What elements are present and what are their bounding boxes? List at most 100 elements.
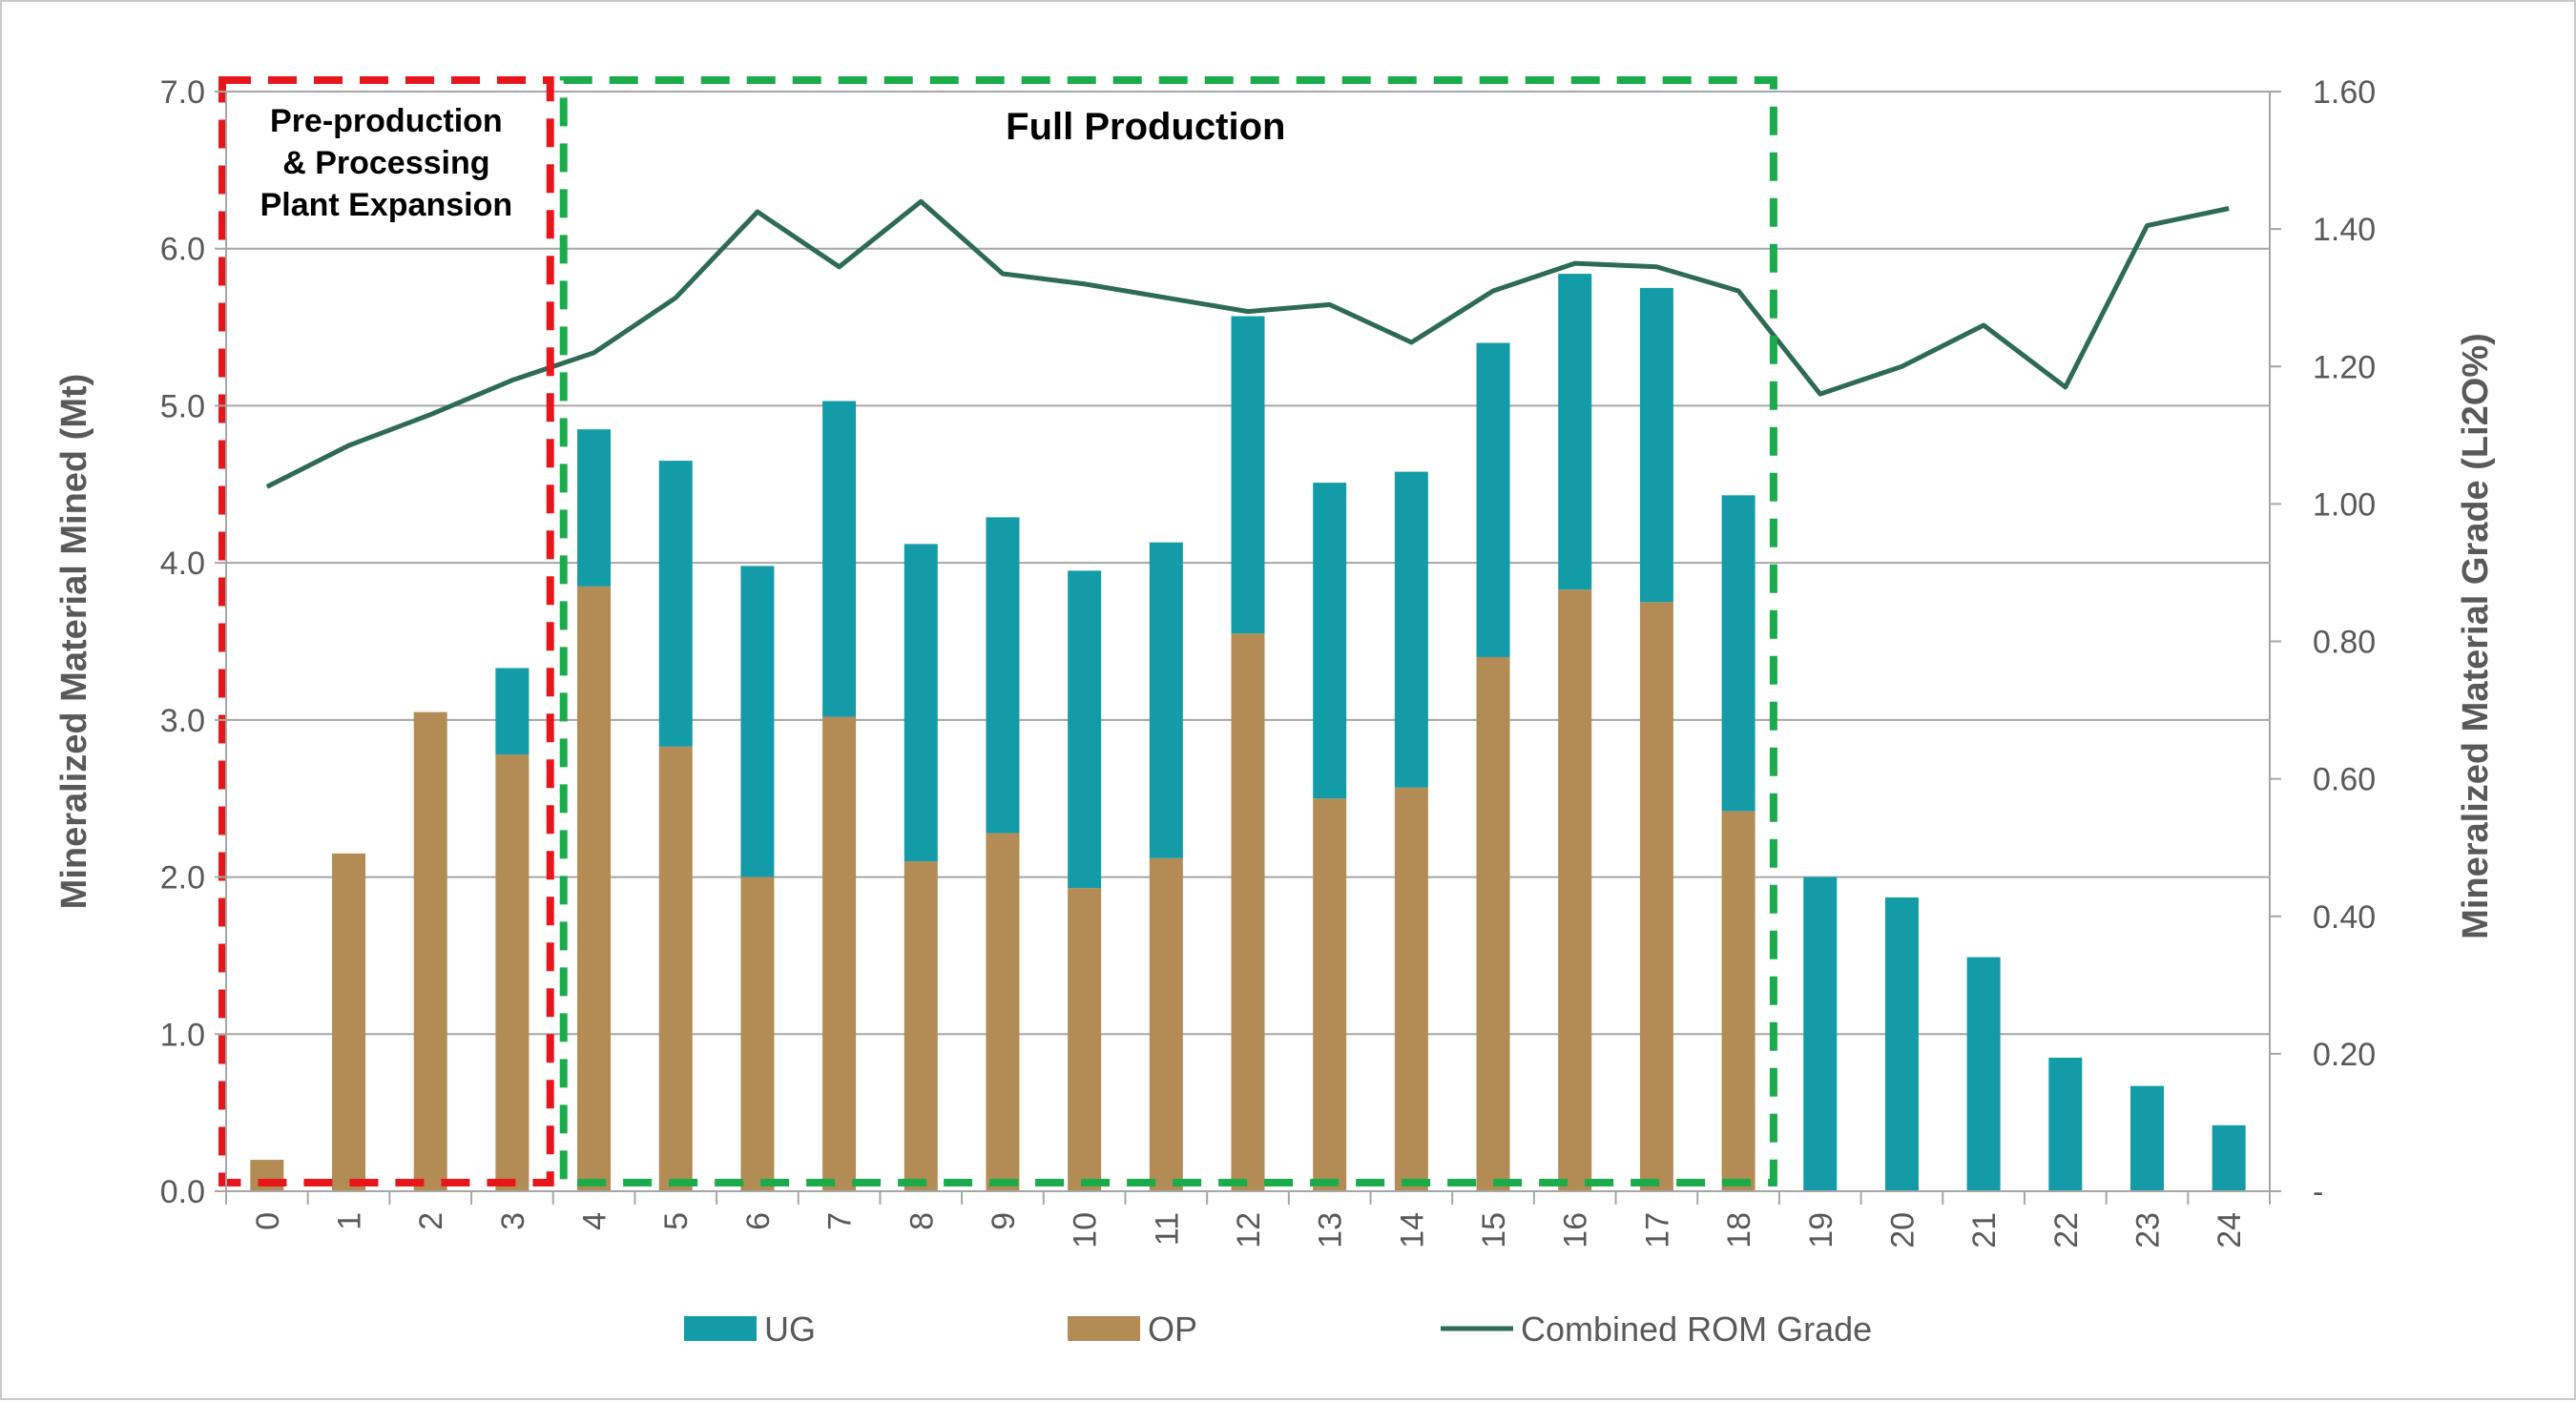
y-tick-label: 1.0: [160, 1017, 205, 1053]
bar-ug: [1884, 897, 1919, 1191]
pre-production-label: & Processing: [282, 145, 489, 181]
x-tick-label: 3: [495, 1212, 531, 1230]
bar-ug: [658, 461, 693, 747]
pre-production-label: Plant Expansion: [260, 187, 513, 223]
y-tick-label: 2.0: [160, 860, 205, 897]
pre-production-box: [218, 76, 554, 1186]
x-tick-label: 7: [822, 1212, 859, 1230]
bar-ug: [1558, 274, 1592, 590]
legend-label: OP: [1148, 1309, 1197, 1349]
bar-op: [658, 746, 693, 1191]
bar-op: [250, 1160, 284, 1191]
axes: 0.0 1.0 2.0 3.0 4.0 5.0 6.0 7.0 - 0.20 0.40 0.60 0.8…: [54, 74, 2496, 1248]
y-tick-label: 5.0: [160, 388, 205, 424]
legend-swatch: [1068, 1316, 1140, 1341]
bar-op: [495, 754, 530, 1191]
bar-op: [413, 711, 447, 1191]
x-tick-label: 4: [577, 1212, 613, 1230]
legend: UG OP Combined ROM Grade: [684, 1309, 1872, 1349]
bar-ug: [1231, 316, 1265, 634]
x-tick-label: 24: [2212, 1212, 2248, 1248]
bar-op: [1313, 798, 1347, 1191]
y2-tick-label: 0.60: [2313, 762, 2376, 798]
bar-op: [1149, 857, 1183, 1191]
y-tick-label: 0.0: [160, 1174, 205, 1210]
y2-tick-label: 0.20: [2313, 1037, 2376, 1073]
bar-op: [904, 861, 938, 1191]
bar-ug: [2212, 1124, 2246, 1191]
x-tick-label: 12: [1231, 1212, 1267, 1248]
legend-label: UG: [764, 1309, 816, 1349]
y2-tick-label: -: [2313, 1174, 2323, 1210]
y2-tick-label: 1.40: [2313, 212, 2376, 248]
x-tick-label: 19: [1803, 1212, 1839, 1248]
x-tick-label: 18: [1721, 1212, 1757, 1248]
bar-ug: [740, 566, 775, 877]
full-production-box: [559, 76, 1777, 1186]
legend-swatch: [684, 1316, 757, 1341]
x-tick-label: 21: [1966, 1212, 2003, 1248]
bar-ug: [986, 517, 1020, 834]
x-tick-label: 9: [986, 1212, 1022, 1230]
x-tick-label: 11: [1149, 1212, 1185, 1246]
pre-production-label: Pre-production: [270, 103, 503, 139]
y2-axis-title: Mineralized Material Grade (Li2O%): [2456, 333, 2496, 939]
x-tick-label: 8: [904, 1212, 940, 1230]
bar-ug: [1394, 471, 1428, 788]
phase-boxes: Pre-production & Processing Plant Expansio…: [218, 76, 1777, 1186]
bar-ug: [1313, 483, 1347, 799]
x-tick-label: 0: [250, 1212, 286, 1230]
x-tick-label: 14: [1394, 1212, 1430, 1248]
bar-ug: [495, 668, 530, 755]
grade-line-path: [265, 198, 2230, 489]
y2-tick-label: 0.80: [2313, 625, 2376, 661]
bar-op: [577, 586, 612, 1191]
bar-ug: [822, 401, 857, 717]
bar-op: [740, 876, 775, 1191]
x-tick-label: 17: [1639, 1212, 1675, 1248]
y-tick-label: 3.0: [160, 703, 205, 739]
y-tick-label: 6.0: [160, 232, 205, 268]
bar-op: [986, 833, 1020, 1191]
y2-tick-label: 1.20: [2313, 349, 2376, 385]
y2-tick-label: 1.60: [2313, 74, 2376, 111]
bar-op: [1231, 633, 1265, 1191]
x-tick-label: 1: [332, 1212, 368, 1230]
bar-ug: [1149, 542, 1183, 858]
x-tick-label: 6: [740, 1212, 777, 1230]
bar-ug: [1803, 876, 1838, 1191]
x-tick-label: 13: [1313, 1212, 1349, 1248]
bar-ug: [1639, 287, 1673, 603]
bar-ug: [2129, 1085, 2164, 1191]
y2-tick-label: 0.40: [2313, 899, 2376, 936]
bar-op: [1721, 811, 1755, 1191]
y2-tick-label: 1.00: [2313, 486, 2376, 523]
y-tick-label: 4.0: [160, 546, 205, 582]
bars: [250, 274, 2246, 1191]
grade-line: [265, 198, 2230, 489]
bar-ug: [1068, 570, 1102, 889]
legend-label: Combined ROM Grade: [1521, 1309, 1872, 1349]
x-tick-label: 15: [1476, 1212, 1512, 1248]
bar-op: [1476, 656, 1510, 1191]
bar-op: [332, 853, 366, 1191]
x-tick-label: 22: [2048, 1212, 2085, 1248]
bar-op: [1558, 589, 1592, 1191]
y-axis-title: Mineralized Material Mined (Mt): [54, 374, 94, 910]
x-tick-label: 16: [1558, 1212, 1594, 1248]
bar-ug: [2048, 1057, 2083, 1191]
full-production-label: Full Production: [1006, 106, 1285, 148]
x-tick-label: 5: [658, 1212, 695, 1230]
bar-op: [1394, 787, 1428, 1191]
bar-ug: [577, 429, 612, 587]
x-tick-label: 10: [1068, 1212, 1104, 1248]
x-tick-label: 23: [2129, 1212, 2166, 1248]
bar-op: [1639, 602, 1673, 1191]
bar-op: [822, 716, 857, 1191]
bar-ug: [904, 544, 938, 862]
bar-ug: [1476, 342, 1510, 657]
x-tick-label: 20: [1884, 1212, 1921, 1248]
bar-op: [1068, 888, 1102, 1191]
bar-ug: [1966, 957, 2001, 1191]
